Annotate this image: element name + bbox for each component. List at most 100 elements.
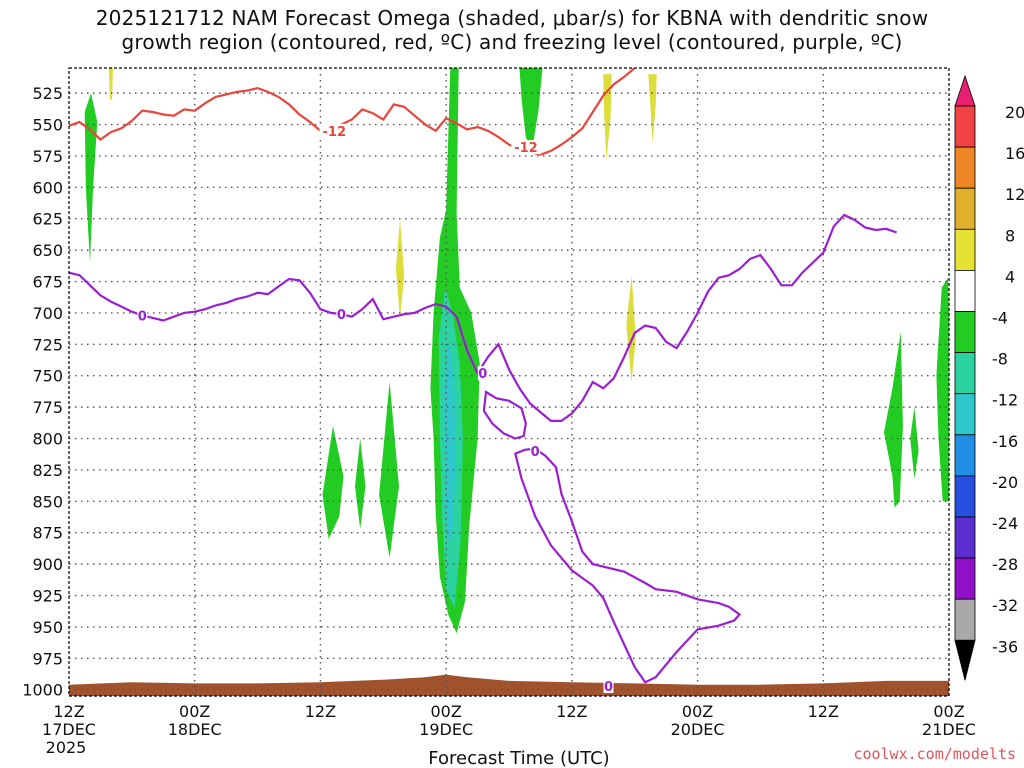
x-tick-label: 12Z — [53, 702, 84, 721]
omega-area — [444, 338, 456, 539]
colorbar-segment — [954, 146, 976, 189]
y-tick-label: 875 — [32, 524, 63, 543]
omega-area — [322, 426, 344, 539]
omega-area — [379, 382, 399, 558]
colorbar-label: -28 — [992, 555, 1018, 574]
omega-area — [648, 74, 657, 144]
x-tick-label: 00Z — [682, 702, 713, 721]
freezing-label-bg — [477, 366, 488, 381]
y-tick-label: 725 — [32, 335, 63, 354]
x-tick-date: 17DEC — [42, 720, 96, 739]
x-tick-label: 00Z — [430, 702, 461, 721]
x-tick-label: 00Z — [179, 702, 210, 721]
omega-area — [519, 68, 543, 150]
freezing-contour-label: 0 — [138, 309, 147, 324]
y-tick-label: 975 — [32, 649, 63, 668]
colorbar-label: -8 — [992, 350, 1008, 369]
y-tick-label: 600 — [32, 178, 63, 197]
x-tick-year: 2025 — [46, 738, 87, 757]
ground-surface — [69, 674, 949, 696]
y-tick-label: 1000 — [22, 681, 63, 700]
colorbar-label: 20 — [1005, 103, 1024, 122]
y-tick-label: 950 — [32, 618, 63, 637]
colorbar-segment — [954, 475, 976, 518]
y-tick-label: 575 — [32, 147, 63, 166]
colorbar-label: 8 — [1005, 226, 1015, 245]
omega-area — [884, 331, 903, 508]
y-tick-label: 525 — [32, 84, 63, 103]
x-tick-label: 12Z — [305, 702, 336, 721]
plot-frame — [68, 67, 950, 697]
colorbar-segment — [954, 393, 976, 436]
x-tick-label: 12Z — [556, 702, 587, 721]
colorbar-label: -16 — [992, 432, 1018, 451]
omega-area — [910, 407, 919, 479]
x-axis-title: Forecast Time (UTC) — [428, 748, 609, 768]
omega-area — [626, 275, 636, 382]
dgz-label-bg — [511, 140, 542, 155]
freezing-contour-label: 0 — [478, 367, 487, 382]
colorbar-segment — [954, 557, 976, 600]
colorbar-segment — [954, 598, 976, 641]
y-tick-label: 550 — [32, 116, 63, 135]
dgz-label-bg — [319, 123, 350, 138]
freezing-contour-label: 0 — [337, 308, 346, 323]
omega-area — [603, 74, 612, 160]
colorbar-label: -24 — [992, 514, 1018, 533]
x-tick-label: 00Z — [933, 702, 964, 721]
y-tick-label: 900 — [32, 555, 63, 574]
x-tick-date: 20DEC — [671, 720, 725, 739]
y-tick-label: 625 — [32, 210, 63, 229]
freezing-contour-label: 0 — [604, 680, 613, 695]
x-tick-date: 21DEC — [922, 720, 976, 739]
chart-title-line-2: growth region (contoured, red, ºC) and f… — [121, 30, 903, 54]
freezing-contour-loop — [482, 390, 527, 440]
freezing-contour-label: 0 — [531, 445, 540, 460]
colorbar-bottom-arrow — [954, 639, 976, 681]
freezing-contour-line — [69, 213, 897, 422]
y-tick-label: 800 — [32, 430, 63, 449]
colorbar-segment — [954, 187, 976, 230]
dgz-contour-label: -12 — [323, 125, 347, 140]
omega-area — [936, 277, 949, 502]
dgz-contour-line — [69, 68, 636, 156]
site-credit: coolwx.com/modelts — [853, 745, 1016, 763]
y-tick-label: 750 — [32, 367, 63, 386]
y-tick-label: 675 — [32, 273, 63, 292]
colorbar-segment — [954, 269, 976, 312]
y-tick-label: 850 — [32, 492, 63, 511]
colorbar-label: -32 — [992, 596, 1018, 615]
colorbar-label: -20 — [992, 473, 1018, 492]
y-tick-label: 650 — [32, 241, 63, 260]
freezing-contour-lobe — [513, 447, 742, 684]
omega-area — [395, 218, 405, 320]
colorbar-label: -12 — [992, 391, 1018, 410]
colorbar-label: -36 — [992, 637, 1018, 656]
colorbar-segment — [954, 516, 976, 559]
y-tick-label: 925 — [32, 587, 63, 606]
colorbar-label: 12 — [1005, 185, 1024, 204]
dgz-contour-label: -12 — [514, 141, 538, 156]
gridlines — [69, 68, 949, 696]
chart-title-line-1: 2025121712 NAM Forecast Omega (shaded, μ… — [95, 6, 929, 30]
colorbar-label: 4 — [1005, 267, 1015, 286]
omega-area — [355, 438, 366, 529]
colorbar-segment — [954, 228, 976, 271]
x-tick-date: 18DEC — [168, 720, 222, 739]
x-tick-label: 12Z — [808, 702, 839, 721]
x-tick-date: 19DEC — [419, 720, 473, 739]
omega-area — [84, 93, 98, 263]
colorbar-label: 16 — [1005, 144, 1024, 163]
freezing-label-bg — [530, 444, 541, 459]
freezing-label-bg — [603, 678, 614, 693]
colorbar-segment — [954, 311, 976, 353]
colorbar-segment — [954, 434, 976, 477]
freezing-label-bg — [336, 307, 347, 322]
y-tick-label: 775 — [32, 398, 63, 417]
y-tick-label: 825 — [32, 461, 63, 480]
omega-area — [108, 68, 113, 100]
colorbar-top-arrow — [954, 74, 976, 107]
contours — [69, 68, 897, 684]
colorbar-label: -4 — [992, 309, 1008, 328]
